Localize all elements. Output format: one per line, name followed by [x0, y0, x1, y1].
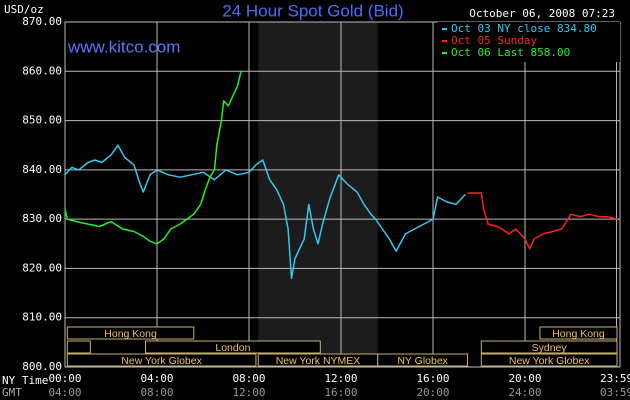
- gmt-tick-label: 04:00: [48, 386, 81, 399]
- y-tick-label: 870.00: [22, 15, 62, 28]
- market-session: [480, 353, 618, 367]
- x-tick-label: 12:00: [324, 372, 357, 385]
- market-session: [145, 340, 321, 354]
- x-row-label: NY Time: [2, 374, 48, 387]
- source: www.kitco.com: [67, 37, 180, 56]
- timestamp: October 06, 2008 07:23: [469, 7, 615, 20]
- x-tick-label: 23:59: [600, 372, 630, 385]
- market-session: [66, 340, 91, 354]
- gmt-tick-label: 03:59: [600, 386, 630, 399]
- gmt-tick-label: 16:00: [324, 386, 357, 399]
- x-row-label: GMT: [2, 386, 22, 399]
- gmt-tick-label: 20:00: [416, 386, 449, 399]
- market-label: Hong Kong: [104, 328, 157, 340]
- chart-title: 24 Hour Spot Gold (Bid): [222, 1, 403, 20]
- market-session: [66, 326, 195, 340]
- series-line: [64, 71, 242, 245]
- y-axis-label: USD/oz: [4, 3, 44, 16]
- series-line: [467, 192, 618, 250]
- x-tick-label: 04:00: [140, 372, 173, 385]
- y-tick-label: 830.00: [22, 212, 62, 225]
- market-label: Hong Kong: [552, 328, 605, 340]
- plot-border: [64, 21, 621, 368]
- market-session: [66, 353, 257, 367]
- market-label: New York NYMEX: [276, 355, 361, 367]
- gmt-tick-label: 24:00: [508, 386, 541, 399]
- market-label: Sydney: [532, 342, 568, 354]
- market-label: London: [215, 342, 250, 354]
- x-tick-label: 20:00: [508, 372, 541, 385]
- gmt-tick-label: 12:00: [232, 386, 265, 399]
- x-tick-label: 00:00: [48, 372, 81, 385]
- legend-label: Oct 05 Sunday: [451, 34, 537, 47]
- session-shade: [258, 22, 378, 367]
- y-tick-label: 810.00: [22, 311, 62, 324]
- market-label: New York Globex: [509, 355, 590, 367]
- x-tick-label: 16:00: [416, 372, 449, 385]
- market-session: [539, 326, 618, 340]
- y-tick-label: 850.00: [22, 114, 62, 127]
- y-tick-label: 840.00: [22, 163, 62, 176]
- legend-box: [438, 22, 620, 62]
- market-label: New York Globex: [121, 355, 202, 367]
- gmt-tick-label: 08:00: [140, 386, 173, 399]
- y-tick-label: 800.00: [22, 360, 62, 373]
- legend-label: Oct 03 NY close 834.80: [451, 22, 597, 35]
- y-tick-label: 820.00: [22, 261, 62, 274]
- y-tick-label: 860.00: [22, 64, 62, 77]
- market-label: NY Globex: [397, 355, 448, 367]
- legend-label: Oct 06 Last 858.00: [451, 46, 570, 59]
- x-tick-label: 08:00: [232, 372, 265, 385]
- market-session: [480, 340, 618, 354]
- market-session: [377, 353, 468, 367]
- series-line: [64, 144, 466, 280]
